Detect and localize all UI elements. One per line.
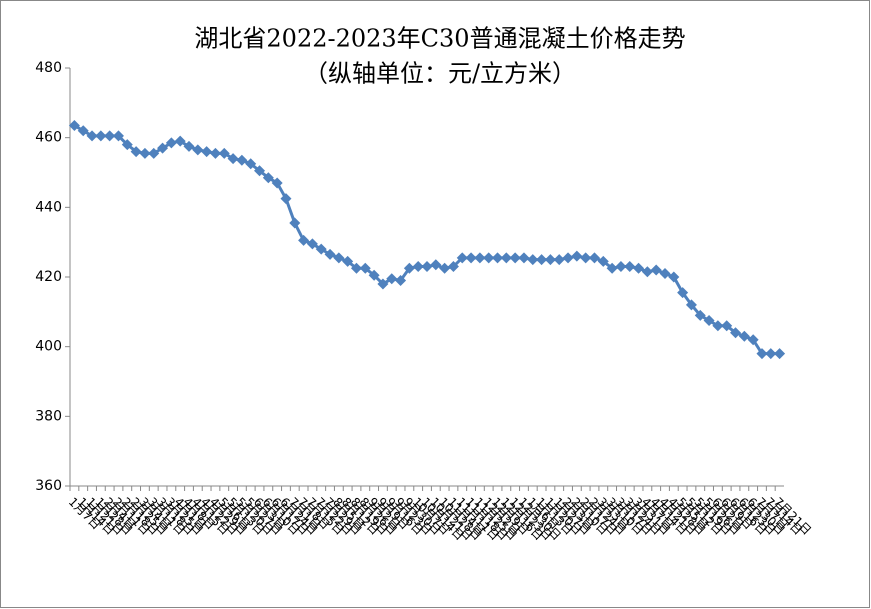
data-point <box>580 252 592 264</box>
data-point <box>518 252 530 264</box>
data-point <box>271 177 283 189</box>
data-point <box>544 254 556 266</box>
data-point <box>536 254 548 266</box>
data-point <box>774 348 786 360</box>
y-tick-label: 400 <box>35 339 62 355</box>
data-point <box>77 125 89 137</box>
data-point <box>447 261 459 273</box>
data-point <box>289 217 301 229</box>
data-point <box>712 320 724 332</box>
data-point <box>306 238 318 250</box>
data-point <box>403 262 415 274</box>
data-point <box>633 262 645 274</box>
data-point <box>95 130 107 142</box>
data-point <box>659 268 671 280</box>
y-tick-label: 460 <box>35 130 62 146</box>
data-point <box>571 250 583 262</box>
data-point <box>245 158 257 170</box>
data-point <box>112 130 124 142</box>
data-point <box>747 334 759 346</box>
data-point <box>104 130 116 142</box>
data-point <box>492 252 504 264</box>
data-point <box>236 154 248 166</box>
data-point <box>350 262 362 274</box>
data-point <box>703 315 715 327</box>
data-point <box>218 147 230 159</box>
data-point <box>254 165 266 177</box>
data-point <box>439 262 451 274</box>
data-point <box>527 254 539 266</box>
data-point <box>130 146 142 158</box>
data-point <box>333 252 345 264</box>
data-point <box>377 278 389 290</box>
y-tick-label: 380 <box>35 408 62 424</box>
data-point <box>562 252 574 264</box>
data-point <box>86 130 98 142</box>
data-point <box>509 252 521 264</box>
data-point <box>685 299 697 311</box>
data-point <box>227 153 239 165</box>
data-point <box>456 252 468 264</box>
data-point <box>342 255 354 267</box>
data-point <box>174 135 186 147</box>
y-tick-label: 440 <box>35 199 62 215</box>
data-point <box>694 309 706 321</box>
data-point <box>730 327 742 339</box>
data-point <box>421 261 433 273</box>
data-point <box>756 348 768 360</box>
data-point <box>148 147 160 159</box>
data-point <box>615 261 627 273</box>
data-point <box>588 252 600 264</box>
data-point <box>165 137 177 149</box>
data-point <box>500 252 512 264</box>
data-point <box>359 262 371 274</box>
data-point <box>465 252 477 264</box>
data-point <box>298 234 310 246</box>
data-point <box>209 147 221 159</box>
data-point <box>641 266 653 278</box>
data-point <box>201 146 213 158</box>
data-point <box>483 252 495 264</box>
data-point <box>139 147 151 159</box>
data-point <box>412 261 424 273</box>
data-point <box>624 261 636 273</box>
data-point <box>650 264 662 276</box>
y-tick-label: 360 <box>35 478 62 494</box>
chart-subtitle: （纵轴单位：元/立方米） <box>304 60 576 88</box>
chart-title: 湖北省2022-2023年C30普通混凝土价格走势 <box>194 25 685 53</box>
data-point <box>262 172 274 184</box>
data-point <box>192 144 204 156</box>
data-point <box>183 140 195 152</box>
data-point <box>386 273 398 285</box>
y-tick-label: 420 <box>35 269 62 285</box>
data-point <box>157 142 169 154</box>
data-point <box>430 259 442 271</box>
data-point <box>474 252 486 264</box>
data-point <box>553 254 565 266</box>
data-point <box>668 271 680 283</box>
data-point <box>68 119 80 131</box>
data-point <box>280 193 292 205</box>
data-point <box>597 255 609 267</box>
data-point <box>121 139 133 151</box>
data-point <box>368 269 380 281</box>
data-point <box>765 348 777 360</box>
data-point <box>721 320 733 332</box>
data-point <box>324 248 336 260</box>
data-point <box>606 262 618 274</box>
data-point <box>677 287 689 299</box>
y-tick-label: 480 <box>35 60 62 76</box>
data-point <box>395 274 407 286</box>
data-point <box>738 330 750 342</box>
data-point <box>315 243 327 255</box>
